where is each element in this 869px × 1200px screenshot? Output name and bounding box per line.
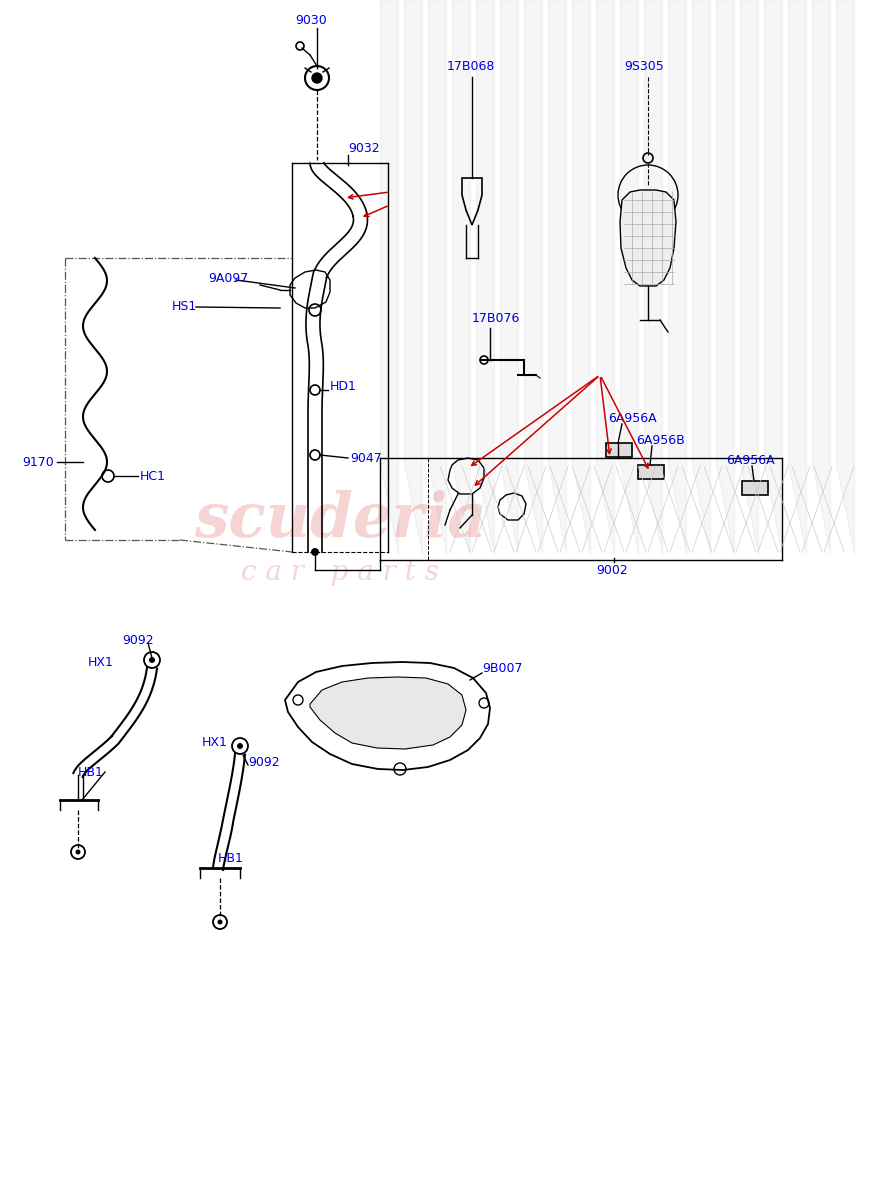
Text: 9A097: 9A097 <box>208 271 249 284</box>
Circle shape <box>311 548 319 556</box>
Bar <box>638 464 664 479</box>
Text: 9032: 9032 <box>348 142 380 155</box>
Text: HS1: HS1 <box>172 300 197 313</box>
Text: HB1: HB1 <box>218 852 244 864</box>
Text: scuderia: scuderia <box>194 490 487 550</box>
Text: HX1: HX1 <box>202 736 228 749</box>
Polygon shape <box>285 662 490 770</box>
Text: 17B076: 17B076 <box>472 312 521 324</box>
Text: 17B068: 17B068 <box>447 60 495 73</box>
Circle shape <box>237 743 243 749</box>
Text: 9047: 9047 <box>350 451 381 464</box>
Text: c a r   p a r t s: c a r p a r t s <box>241 558 439 586</box>
Text: 6A956A: 6A956A <box>726 454 774 467</box>
Circle shape <box>76 850 81 854</box>
Text: 9002: 9002 <box>596 564 627 576</box>
Text: 9S305: 9S305 <box>624 60 664 73</box>
Circle shape <box>217 919 222 924</box>
Text: 9170: 9170 <box>22 456 54 468</box>
Text: HC1: HC1 <box>140 469 166 482</box>
Text: 9030: 9030 <box>295 13 327 26</box>
Text: 9092: 9092 <box>122 634 154 647</box>
Text: HX1: HX1 <box>88 655 114 668</box>
Bar <box>606 443 632 457</box>
Text: HD1: HD1 <box>330 380 357 394</box>
Text: 9B007: 9B007 <box>482 661 522 674</box>
Polygon shape <box>620 190 676 286</box>
Text: HB1: HB1 <box>78 766 104 779</box>
Bar <box>742 481 768 494</box>
Circle shape <box>312 73 322 83</box>
Text: 6A956B: 6A956B <box>636 433 685 446</box>
Text: 9092: 9092 <box>248 756 280 768</box>
Circle shape <box>149 658 155 662</box>
Text: 6A956A: 6A956A <box>608 412 657 425</box>
Polygon shape <box>310 677 466 749</box>
